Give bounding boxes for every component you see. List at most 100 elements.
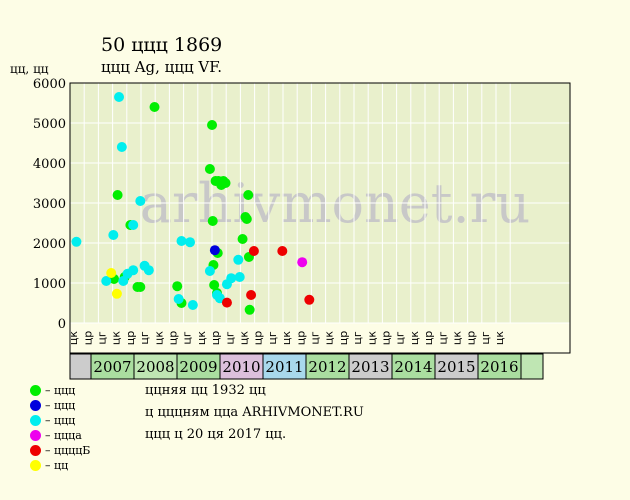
x-tick-label: цг (394, 331, 407, 344)
legend: – ццц – ццц – ццц – ццца – ццццБ – цц (30, 383, 90, 473)
data-point (111, 288, 122, 299)
data-point (226, 273, 237, 284)
year-cell (434, 353, 479, 380)
legend-item-4: – ццццБ (30, 443, 90, 458)
legend-dot (30, 445, 41, 456)
year-label: 2016 (480, 358, 518, 376)
data-point (176, 236, 187, 246)
x-tick-label: цг (479, 331, 492, 344)
year-label: 2011 (265, 358, 303, 376)
data-point (116, 142, 127, 152)
x-tick-label: цр (422, 331, 435, 345)
x-tick-label: цк (323, 331, 336, 345)
plot-frame (69, 82, 571, 354)
legend-label: – ццц (45, 399, 76, 412)
y-axis-unit: цц, цц (10, 62, 49, 76)
x-tick-label: цг (96, 331, 109, 344)
data-point (101, 276, 112, 286)
x-tick-label: цг (266, 331, 279, 344)
year-label: 2015 (437, 358, 475, 376)
chart-subtitle: ццц Ag, ццц VF. (101, 58, 223, 76)
x-tick-label: цк (365, 331, 378, 345)
data-point (185, 237, 196, 248)
data-point (128, 220, 139, 230)
data-point (71, 236, 82, 247)
data-point (172, 281, 183, 292)
year-cell (219, 353, 264, 380)
y-tick-label: 0 (58, 317, 66, 332)
x-tick-label: цк (110, 331, 123, 345)
x-tick-label: цк (238, 331, 251, 345)
year-label: 2009 (179, 358, 217, 376)
data-point (135, 282, 146, 292)
note-line: ццц ц 20 ця 2017 цц. (145, 427, 287, 442)
data-point (244, 304, 255, 315)
x-tick-label: цк (493, 331, 506, 345)
x-tick-label: цр (167, 331, 180, 345)
year-label: 2013 (351, 358, 389, 376)
data-point (233, 254, 244, 265)
data-point (106, 268, 117, 278)
data-point (221, 297, 232, 308)
legend-item-5: – цц (30, 458, 90, 473)
data-point (187, 300, 198, 310)
legend-label: – ццццБ (45, 444, 91, 457)
x-tick-label: цр (81, 331, 94, 345)
data-point (173, 294, 184, 304)
legend-item-0: – ццц (30, 383, 90, 398)
data-point (277, 246, 288, 256)
legend-dot (30, 460, 41, 471)
data-point (209, 245, 220, 256)
legend-dot (30, 430, 41, 441)
legend-item-1: – ццц (30, 398, 90, 413)
x-tick-label: цр (337, 331, 350, 345)
data-point (108, 230, 119, 240)
year-cell (305, 353, 350, 380)
x-tick-label: цк (152, 331, 165, 345)
legend-item-3: – ццца (30, 428, 90, 443)
x-tick-label: цг (351, 331, 364, 344)
x-tick-label: цг (138, 331, 151, 344)
y-tick-label: 1000 (33, 277, 66, 292)
year-cell (90, 353, 135, 380)
legend-label: – цц (45, 459, 69, 472)
year-cell (348, 353, 393, 380)
x-tick-label: цр (209, 331, 222, 345)
x-tick-label: цг (181, 331, 194, 344)
x-tick-label: цк (195, 331, 208, 345)
year-cell (262, 353, 307, 380)
data-point (241, 214, 252, 224)
legend-dot (30, 400, 41, 411)
x-tick-label: цр (380, 331, 393, 345)
y-tick-label: 6000 (33, 77, 66, 92)
x-tick-label: цг (223, 331, 236, 344)
year-label: 2014 (394, 358, 432, 376)
year-cell (69, 353, 92, 380)
data-point (204, 266, 215, 276)
legend-label: – ццц (45, 414, 76, 427)
legend-label: – ццц (45, 384, 76, 397)
legend-dot (30, 385, 41, 396)
data-point (243, 190, 254, 200)
y-tick-label: 2000 (33, 237, 66, 252)
x-tick-label: цг (436, 331, 449, 344)
x-tick-label: цк (67, 331, 80, 345)
data-point (204, 164, 215, 174)
legend-dot (30, 415, 41, 426)
data-point (135, 196, 146, 206)
x-tick-label: цк (280, 331, 293, 345)
year-label: 2012 (308, 358, 346, 376)
data-point (114, 92, 125, 102)
year-label: 2008 (136, 358, 174, 376)
data-point (248, 246, 259, 256)
note-line: ццняя цц 1932 цц (145, 383, 266, 398)
notes: ццняя цц 1932 цц ц цццням цца ARHIVMONET… (145, 383, 364, 449)
data-point (220, 178, 231, 188)
x-tick-label: цр (294, 331, 307, 345)
y-tick-label: 4000 (33, 157, 66, 172)
x-tick-label: цк (451, 331, 464, 345)
data-point (118, 276, 129, 286)
x-tick-label: цр (465, 331, 478, 345)
legend-item-2: – ццц (30, 413, 90, 428)
